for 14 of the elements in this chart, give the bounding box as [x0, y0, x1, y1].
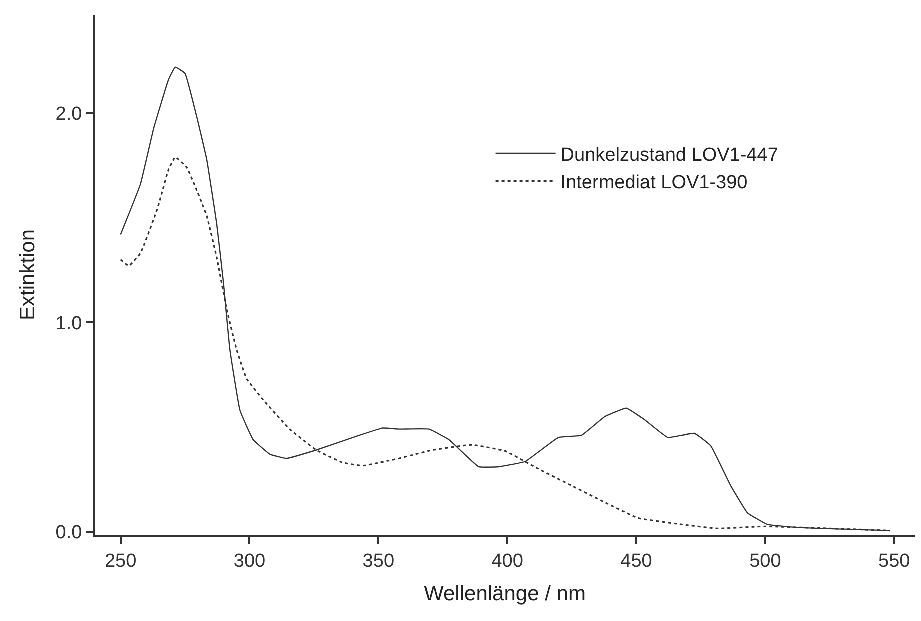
y-axis-title: Extinktion	[16, 229, 40, 321]
x-tick-label: 450	[620, 550, 652, 572]
x-tick-label: 350	[362, 550, 394, 572]
y-tick-label: 1.0	[56, 313, 82, 334]
x-tick-label: 500	[750, 550, 782, 572]
y-tick-label: 0.0	[56, 522, 82, 544]
x-tick-label: 400	[492, 550, 524, 572]
x-tick-label: 300	[234, 550, 266, 572]
x-tick-label: 250	[104, 550, 137, 572]
legend-label: Dunkelzustand LOV1-447	[560, 144, 778, 166]
y-tick-label: 2.0	[56, 104, 82, 125]
x-tick-label: 550	[878, 550, 910, 572]
legend-label: Intermediat LOV1-390	[560, 172, 748, 194]
x-axis-title: Wellenlänge / nm	[424, 582, 586, 606]
